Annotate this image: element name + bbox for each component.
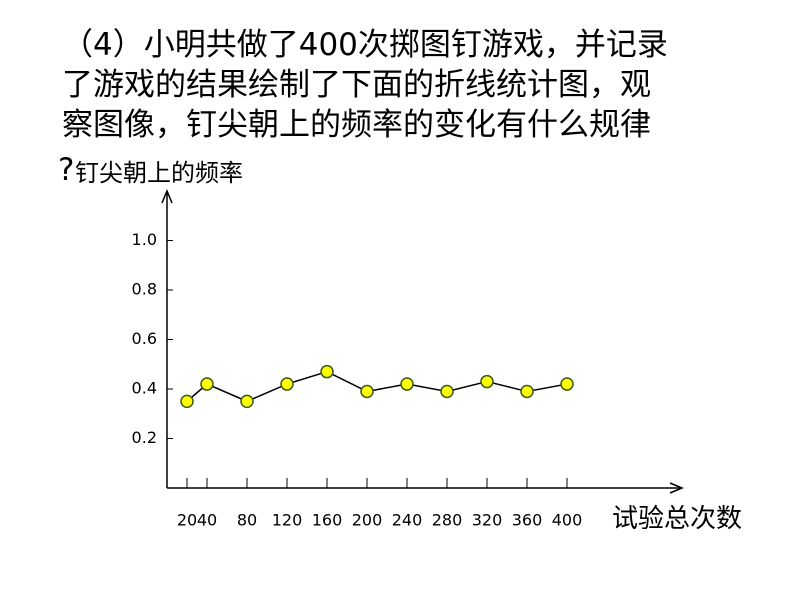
y-axis-arrow <box>161 189 173 204</box>
x-tick-label: 120 <box>272 511 303 530</box>
y-tick-label: 1.0 <box>132 230 157 249</box>
y-tick-label: 0.6 <box>132 329 157 348</box>
x-tick-label: 240 <box>392 511 423 530</box>
x-tick-label: 280 <box>432 511 463 530</box>
y-tick-label: 0.8 <box>132 280 157 299</box>
x-tick-label: 40 <box>197 511 217 530</box>
x-axis-label: 试验总次数 <box>612 504 742 534</box>
y-tick-label: 0.2 <box>132 428 157 447</box>
question-line: 了游戏的结果绘制了下面的折线统计图，观 <box>62 67 651 103</box>
x-tick-label: 400 <box>552 511 583 530</box>
data-point <box>480 374 494 389</box>
x-tick-label: 320 <box>472 511 503 530</box>
data-point <box>240 394 254 409</box>
data-point <box>280 377 294 391</box>
x-tick-label: 20 <box>177 511 197 530</box>
data-point <box>440 384 454 399</box>
x-axis-arrow <box>669 482 684 494</box>
data-point <box>200 377 214 391</box>
data-point <box>360 384 374 399</box>
data-point <box>520 384 534 399</box>
question-line: ? <box>58 152 74 188</box>
x-tick-label: 360 <box>512 511 543 530</box>
y-tick-label: 0.4 <box>132 379 157 398</box>
x-tick-label: 160 <box>312 511 343 530</box>
x-tick-label: 80 <box>237 511 257 530</box>
data-point <box>180 394 194 409</box>
y-axis-label: 钉尖朝上的频率 <box>75 159 243 187</box>
data-point <box>320 364 334 379</box>
x-tick-label: 200 <box>352 511 383 530</box>
data-point <box>400 377 414 391</box>
data-point <box>560 377 574 391</box>
question-line: 察图像，钉尖朝上的频率的变化有什么规律 <box>62 107 651 143</box>
question-line: （4）小明共做了400次掷图钉游戏，并记录 <box>62 27 668 63</box>
